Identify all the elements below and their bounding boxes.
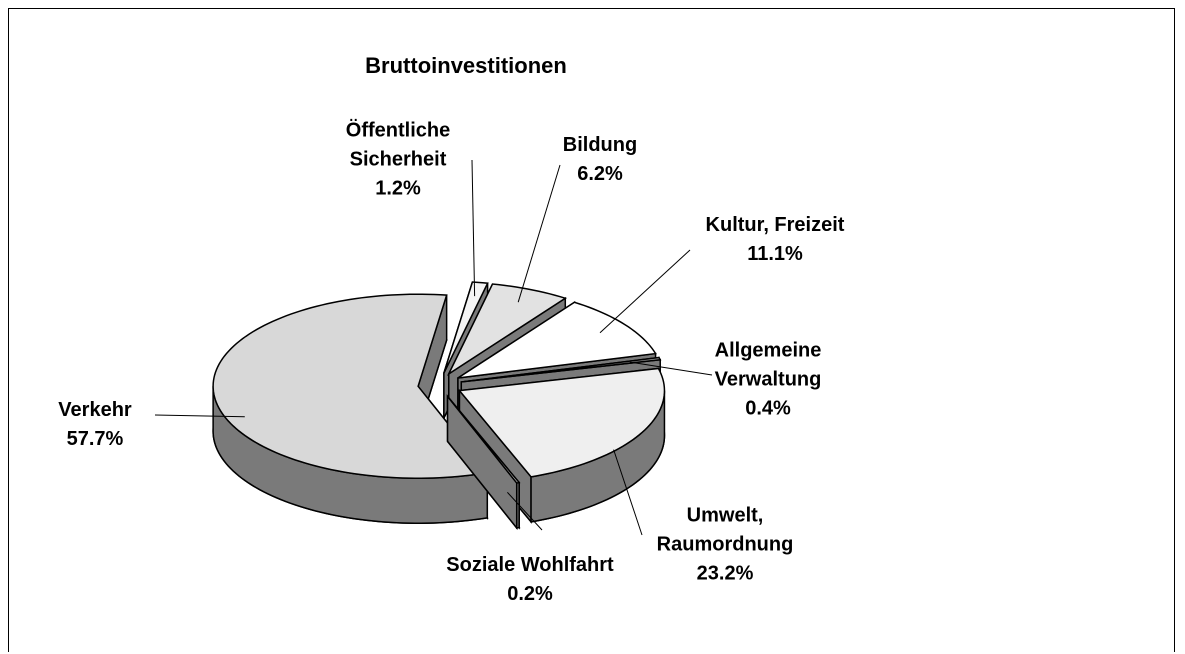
slice	[443, 281, 489, 374]
category-label: Öffentliche Sicherheit	[345, 119, 451, 171]
leader-line	[154, 414, 245, 418]
leader-line	[613, 449, 643, 536]
value-label: 23.2%	[696, 562, 754, 585]
slice	[446, 395, 521, 484]
chart-frame	[8, 8, 1175, 652]
slice	[212, 293, 489, 479]
value-label: 1.2%	[375, 177, 421, 200]
leader-line	[517, 164, 561, 303]
category-label: Umwelt, Raumordnung	[656, 504, 794, 556]
slice	[446, 283, 568, 377]
category-label: Kultur, Freizeit	[705, 214, 845, 236]
value-label: 6.2%	[577, 163, 623, 185]
chart-title: Bruttoinvestitionen	[365, 53, 567, 78]
category-label: Allgemeine Verwaltung	[714, 339, 822, 391]
leader-line	[507, 491, 543, 531]
value-label: 57.7%	[66, 428, 124, 450]
category-label: Bildung	[562, 134, 638, 156]
data-label: Kultur, Freizeit 11.1%	[706, 211, 845, 269]
leader-line	[629, 361, 713, 376]
slice	[461, 356, 662, 383]
value-label: 11.1%	[747, 243, 803, 265]
data-label: Verkehr 57.7%	[58, 396, 131, 454]
data-label: Umwelt, Raumordnung 23.2%	[657, 502, 794, 589]
value-label: 0.4%	[745, 397, 791, 420]
data-label: Allgemeine Verwaltung 0.4%	[715, 337, 822, 424]
slice	[457, 301, 657, 379]
leader-line	[471, 159, 476, 297]
data-label: Bildung 6.2%	[563, 131, 637, 189]
value-label: 0.2%	[507, 583, 553, 605]
data-label: Soziale Wohlfahrt 0.2%	[446, 551, 613, 609]
category-label: Soziale Wohlfahrt	[446, 554, 614, 576]
leader-line	[599, 249, 691, 334]
data-label: Öffentliche Sicherheit 1.2%	[346, 117, 450, 204]
category-label: Verkehr	[58, 399, 132, 421]
